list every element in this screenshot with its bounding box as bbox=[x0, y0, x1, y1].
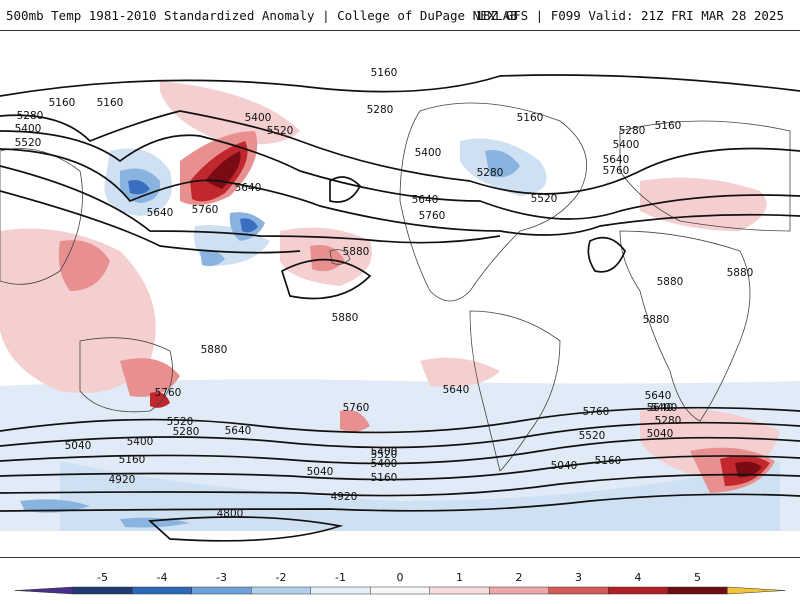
header-bar: 500mb Temp 1981-2010 Standardized Anomal… bbox=[0, 0, 800, 30]
contour-label: 5400 bbox=[415, 147, 442, 159]
run-info: 18Z GFS | F099 Valid: 21Z FRI MAR 28 202… bbox=[475, 8, 784, 23]
colorbar-swatch bbox=[310, 586, 371, 595]
contour-label: 5160 bbox=[655, 120, 682, 132]
map-title: 500mb Temp 1981-2010 Standardized Anomal… bbox=[6, 8, 518, 23]
contour-label: 5040 bbox=[65, 440, 92, 452]
colorbar-swatch bbox=[667, 586, 728, 595]
contour-label: 5880 bbox=[201, 344, 228, 356]
colorbar-tick-label: 0 bbox=[397, 571, 404, 584]
colorbar-tick-label: -3 bbox=[216, 571, 227, 584]
contour-label: 5640 bbox=[645, 390, 672, 402]
contour-label: 5280 bbox=[619, 125, 646, 137]
contour-label: 5520 bbox=[167, 416, 194, 428]
colorbar-tick-label: -4 bbox=[157, 571, 168, 584]
colorbar-tick-label: -2 bbox=[276, 571, 287, 584]
contour-label: 5760 bbox=[192, 204, 219, 216]
colorbar-swatch bbox=[72, 586, 133, 595]
contour-label: 4920 bbox=[331, 491, 358, 503]
contour-label: 5160 bbox=[49, 97, 76, 109]
contour-label: 5640 bbox=[603, 154, 630, 166]
contour-label: 5640 bbox=[647, 402, 674, 414]
contour-label: 5400 bbox=[245, 112, 272, 124]
contour-label: 5280 bbox=[367, 104, 394, 116]
contour-label: 5160 bbox=[595, 455, 622, 467]
colorbar-swatch bbox=[727, 586, 786, 595]
contour-label: 5160 bbox=[97, 97, 124, 109]
map-svg: 5160 5280 5400 5520 5160 5160 5400 5520 … bbox=[0, 67, 800, 542]
colorbar-tick-label: 4 bbox=[635, 571, 642, 584]
contour-label: 5760 bbox=[343, 402, 370, 414]
coastlines bbox=[0, 102, 791, 472]
contour-label: 5160 bbox=[119, 454, 146, 466]
colorbar: -5 -4 -3 -2 -1 0 1 2 3 4 5 bbox=[0, 562, 800, 600]
contour-label: 5040 bbox=[647, 428, 674, 440]
contour-label: 5280 bbox=[477, 167, 504, 179]
colorbar-tick-label: 5 bbox=[694, 571, 701, 584]
colorbar-swatch bbox=[429, 586, 490, 595]
contour-label: 5640 bbox=[443, 384, 470, 396]
colorbar-swatch bbox=[489, 586, 549, 595]
colorbar-tick-label: 1 bbox=[456, 571, 463, 584]
colorbar-tick-label: 2 bbox=[516, 571, 523, 584]
contour-label: 5400 bbox=[371, 446, 398, 458]
colorbar-swatch bbox=[370, 586, 430, 595]
contour-label: 5400 bbox=[651, 402, 678, 414]
colorbar-swatch bbox=[132, 586, 192, 595]
contour-labels: 5160 5280 5400 5520 5160 5160 5400 5520 … bbox=[15, 67, 754, 520]
colorbar-swatch bbox=[251, 586, 311, 595]
contour-label: 5880 bbox=[727, 267, 754, 279]
negative-anomaly-strong bbox=[128, 180, 258, 233]
contour-label: 5160 bbox=[371, 67, 398, 79]
contour-label: 5400 bbox=[15, 123, 42, 135]
contour-label: 4800 bbox=[217, 508, 244, 520]
contour-label: 5640 bbox=[412, 194, 439, 206]
contour-label: 5520 bbox=[15, 137, 42, 149]
contour-label: 5160 bbox=[517, 112, 544, 124]
contour-label: 5400 bbox=[127, 436, 154, 448]
contour-label: 5760 bbox=[419, 210, 446, 222]
contour-label: 5760 bbox=[583, 406, 610, 418]
contour-label: 5160 bbox=[371, 472, 398, 484]
contour-label: 5760 bbox=[603, 165, 630, 177]
colorbar-tick-label: 3 bbox=[575, 571, 582, 584]
colorbar-swatch bbox=[548, 586, 609, 595]
contour-label: 5640 bbox=[235, 182, 262, 194]
contour-label: 5520 bbox=[531, 193, 558, 205]
contour-label: 4920 bbox=[109, 474, 136, 486]
colorbar-tick-label: -5 bbox=[97, 571, 108, 584]
contour-label: 5760 bbox=[155, 387, 182, 399]
colorbar-swatch bbox=[608, 586, 668, 595]
contour-label: 5880 bbox=[332, 312, 359, 324]
contour-label: 5400 bbox=[613, 139, 640, 151]
contour-label: 5520 bbox=[371, 449, 398, 461]
contour-label: 5280 bbox=[655, 415, 682, 427]
contour-label: 5640 bbox=[147, 207, 174, 219]
contour-label: 5280 bbox=[173, 426, 200, 438]
anomaly-map: 5160 5280 5400 5520 5160 5160 5400 5520 … bbox=[0, 30, 800, 558]
contour-label: 5040 bbox=[307, 466, 334, 478]
colorbar-swatch bbox=[191, 586, 252, 595]
contour-label: 5640 bbox=[225, 425, 252, 437]
colorbar-svg: -5 -4 -3 -2 -1 0 1 2 3 4 5 bbox=[14, 571, 786, 595]
colorbar-tick-label: -1 bbox=[335, 571, 346, 584]
contour-label: 5880 bbox=[643, 314, 670, 326]
contour-label: 5280 bbox=[17, 110, 44, 122]
colorbar-swatch bbox=[14, 586, 73, 595]
contour-label: 5520 bbox=[267, 125, 294, 137]
contour-label: 5880 bbox=[657, 276, 684, 288]
contour-label: 5880 bbox=[343, 246, 370, 258]
negative-anomaly-shading bbox=[0, 138, 800, 531]
positive-anomaly-shading bbox=[0, 81, 780, 481]
contour-label: 5400 bbox=[371, 458, 398, 470]
contour-label: 5040 bbox=[551, 460, 578, 472]
contour-label: 5520 bbox=[579, 430, 606, 442]
height-contours bbox=[0, 74, 800, 542]
